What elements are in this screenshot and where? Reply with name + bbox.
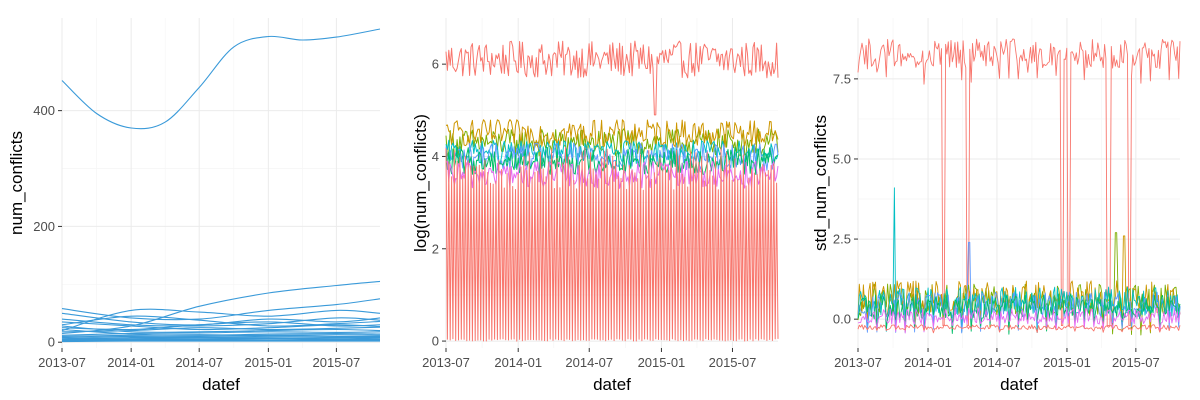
x-axis-title: datef xyxy=(202,375,240,394)
x-tick-label: 2015-07 xyxy=(313,355,361,370)
x-tick-label: 2014-01 xyxy=(494,355,542,370)
series-line xyxy=(445,146,779,342)
x-tick-label: 2014-07 xyxy=(565,355,613,370)
series-line xyxy=(857,293,1181,335)
series-line xyxy=(61,312,381,326)
series-line xyxy=(445,119,779,148)
x-tick-label: 2013-07 xyxy=(422,355,470,370)
x-tick-label: 2014-01 xyxy=(904,355,952,370)
x-tick-label: 2015-01 xyxy=(245,355,293,370)
y-tick-label: 0.0 xyxy=(833,312,851,327)
series-line xyxy=(61,280,381,335)
plot-area xyxy=(857,38,1181,336)
y-tick-label: 5.0 xyxy=(833,151,851,166)
chart-panel-2: 2013-07 2014-01 2014-07 2015-01 2015-07 0 2 4 6 d… xyxy=(411,18,779,394)
y-axis-title: std_num_conflicts xyxy=(811,115,830,251)
x-tick-label: 2015-01 xyxy=(1043,355,1091,370)
plot-area xyxy=(445,40,779,342)
series-line xyxy=(61,317,381,327)
series-line xyxy=(445,40,779,116)
series-line xyxy=(445,128,779,157)
series-line xyxy=(857,307,1181,334)
y-tick-label: 2.5 xyxy=(833,232,851,247)
x-tick-label: 2013-07 xyxy=(38,355,86,370)
y-axis-title: num_conflicts xyxy=(7,131,26,235)
chart-panel-1: 2013-07 2014-01 2014-07 2015-01 2015-07 0 200 4… xyxy=(7,18,381,394)
x-tick-label: 2014-01 xyxy=(107,355,155,370)
series-line xyxy=(61,336,381,340)
x-tick-label: 2015-01 xyxy=(638,355,686,370)
series-line xyxy=(61,335,381,339)
series-line xyxy=(61,321,381,331)
series-line xyxy=(61,340,380,343)
x-tick-label: 2014-07 xyxy=(175,355,223,370)
series-line xyxy=(61,321,381,331)
series-line xyxy=(61,28,381,130)
series-line xyxy=(857,38,1181,327)
series-line xyxy=(61,339,380,342)
y-tick-label: 7.5 xyxy=(833,71,851,86)
y-axis-title: log(num_conflicts) xyxy=(411,114,430,252)
y-tick-label: 0 xyxy=(432,334,439,349)
series-line xyxy=(445,139,779,164)
series-line xyxy=(61,339,380,342)
x-tick-label: 2015-07 xyxy=(1112,355,1160,370)
x-axis-title: datef xyxy=(593,375,631,394)
y-tick-label: 4 xyxy=(432,149,439,164)
series-line xyxy=(61,334,381,337)
x-axis-title: datef xyxy=(1000,375,1038,394)
chart-panel-3: 2013-07 2014-01 2014-07 2015-01 2015-07 0.0 2.… xyxy=(811,18,1181,394)
series-line xyxy=(61,308,381,332)
series-line xyxy=(857,324,1181,334)
series-line xyxy=(61,325,381,333)
plot-area xyxy=(61,28,381,343)
y-tick-label: 2 xyxy=(432,241,439,256)
y-tick-label: 0 xyxy=(48,335,55,350)
x-tick-label: 2013-07 xyxy=(834,355,882,370)
x-tick-label: 2014-07 xyxy=(973,355,1021,370)
x-tick-label: 2015-07 xyxy=(709,355,757,370)
series-line xyxy=(61,337,381,340)
y-tick-label: 200 xyxy=(33,219,55,234)
y-tick-label: 6 xyxy=(432,57,439,72)
series-line xyxy=(61,338,381,341)
y-tick-label: 400 xyxy=(33,103,55,118)
